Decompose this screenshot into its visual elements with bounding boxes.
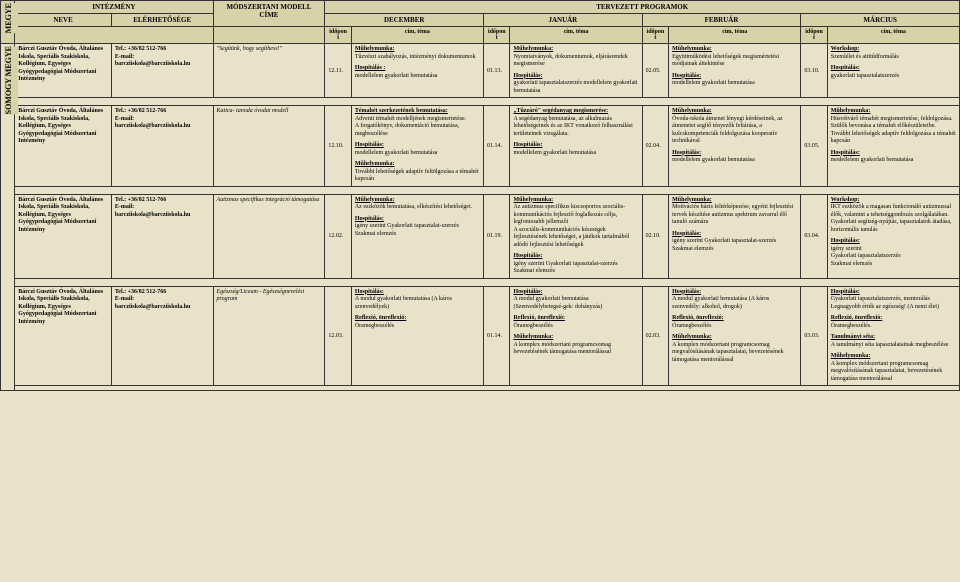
feb-text: Hospitálás:A modul gyakorlati bemutatása… <box>669 286 801 386</box>
program-table: MEGYE INTÉZMÉNY MÓDSZERTANI MODELL CÍME … <box>0 0 960 391</box>
program-row: SOMOGY MEGYEBárczi Gusztáv Óvoda, Általá… <box>1 44 960 98</box>
dec-date: 12.03. <box>325 286 351 386</box>
dec-text: Műhelymunka:Tűzvészi szabályozás, intézm… <box>351 44 483 98</box>
mar-date: 03.10. <box>801 44 827 98</box>
row-separator <box>1 278 960 286</box>
megye-header: MEGYE <box>4 3 18 33</box>
jan-date: 01.13. <box>484 44 510 98</box>
jan-date: 01.19. <box>484 194 510 278</box>
jan-date: 01.14. <box>484 286 510 386</box>
feb-date: 02.03. <box>642 286 668 386</box>
mar-text: Hospitálás:Gyakorlati tapasztalatszerzés… <box>827 286 959 386</box>
mar-date: 03.04. <box>801 194 827 278</box>
feb-text: Műhelymunka:Motivációs bázis feltérképez… <box>669 194 801 278</box>
inst-name: Bárczi Gusztáv Óvoda, Általános Iskola, … <box>15 194 112 278</box>
dec-date: 12.02. <box>325 194 351 278</box>
modszertani-header: MÓDSZERTANI MODELL CÍME <box>213 1 325 27</box>
feb-date: 02.10. <box>642 194 668 278</box>
inst-name: Bárczi Gusztáv Óvoda, Általános Iskola, … <box>15 44 112 98</box>
dec-date: 12.10. <box>325 106 351 187</box>
tervezett-header: TERVEZETT PROGRAMOK <box>325 1 960 14</box>
jan-text: „Tűzzáró" segédanyag megismerése:A segéd… <box>510 106 642 187</box>
dec-text: Hospitálás:A modul gyakorlati bemutatása… <box>351 286 483 386</box>
program-row: Bárczi Gusztáv Óvoda, Általános Iskola, … <box>1 286 960 386</box>
inst-name: Bárczi Gusztáv Óvoda, Általános Iskola, … <box>15 286 112 386</box>
idopont-h: időpont <box>325 27 351 44</box>
mar-text: Műhelymunka:Húsvétvárő témahét megismert… <box>827 106 959 187</box>
program-row: Bárczi Gusztáv Óvoda, Általános Iskola, … <box>1 106 960 187</box>
feb-text: Műhelymunka:Együttműködési lehetőségek m… <box>669 44 801 98</box>
inst-contact: Tel.: +36/82 512-766E-mail: barcziiskola… <box>111 194 213 278</box>
dec-date: 12.11. <box>325 44 351 98</box>
jan-text: Műhelymunka:Az autizmus specifikus kiscs… <box>510 194 642 278</box>
month-mar: MÁRCIUS <box>801 14 960 27</box>
county-label: SOMOGY MEGYE <box>4 46 18 114</box>
model-title: Egészség/Liceum - Egészségnevelési progr… <box>213 286 325 386</box>
month-feb: FEBRUÁR <box>642 14 801 27</box>
program-row: Bárczi Gusztáv Óvoda, Általános Iskola, … <box>1 194 960 278</box>
row-separator <box>1 186 960 194</box>
month-jan: JANUÁR <box>484 14 643 27</box>
model-title: "Segítünk, hogy segíthess!" <box>213 44 325 98</box>
feb-text: Műhelymunka:Óvoda-iskola átmenet lényegi… <box>669 106 801 187</box>
dec-text: Műhelymunka:Az eszközök bemutatása, elké… <box>351 194 483 278</box>
mar-text: Workshop:IKT eszközök a magasan funkcion… <box>827 194 959 278</box>
month-dec: DECEMBER <box>325 14 484 27</box>
mar-date: 03.03. <box>801 286 827 386</box>
mar-text: Workshop:Szemlélet és attitűdformálásHos… <box>827 44 959 98</box>
jan-date: 01.14. <box>484 106 510 187</box>
inst-contact: Tel.: +36/82 512-766E-mail: barcziiskola… <box>111 44 213 98</box>
feb-date: 02.04. <box>642 106 668 187</box>
cimtema-h: cím, téma <box>351 27 483 44</box>
neve-header: NEVE <box>15 14 112 27</box>
model-title: Autizmus specifikus integráció támogatás… <box>213 194 325 278</box>
intezmeny-header: INTÉZMÉNY <box>15 1 213 14</box>
feb-date: 02.05. <box>642 44 668 98</box>
elerhetosege-header: ELÉRHETŐSÉGE <box>111 14 213 27</box>
inst-contact: Tel.: +36/82 512-766E-mail: barcziiskola… <box>111 286 213 386</box>
dec-text: Témahét szerkezetének bemutatása:Adventi… <box>351 106 483 187</box>
row-separator <box>1 98 960 106</box>
inst-name: Bárczi Gusztáv Óvoda, Általános Iskola, … <box>15 106 112 187</box>
inst-contact: Tel.: +36/82 512-766E-mail: barcziiskola… <box>111 106 213 187</box>
model-title: Katica- tanoda óvodai modell <box>213 106 325 187</box>
mar-date: 03.05. <box>801 106 827 187</box>
jan-text: Hospitálás:A modul gyakorlati bemutatása… <box>510 286 642 386</box>
jan-text: Műhelymunka:Nyomtatványok, dokumentumok,… <box>510 44 642 98</box>
